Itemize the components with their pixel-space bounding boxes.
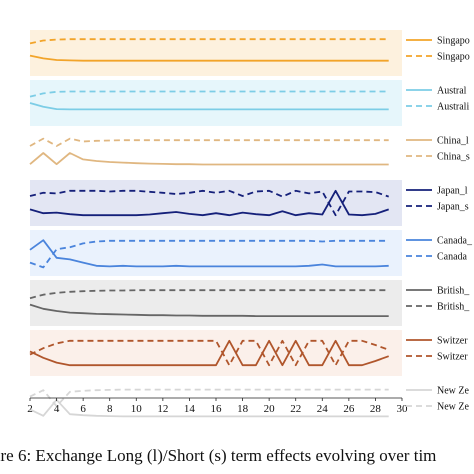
legend-label: Singapo — [437, 52, 470, 63]
legend-label: Singapo — [437, 36, 470, 47]
panel-background — [30, 380, 402, 426]
x-tick-label: 18 — [237, 403, 249, 415]
x-tick-label: 4 — [54, 403, 60, 415]
x-tick-label: 14 — [184, 403, 196, 415]
series-line — [29, 239, 389, 268]
series-line — [29, 54, 389, 62]
series-line — [29, 189, 389, 217]
series-line — [29, 137, 389, 147]
figure-caption: ure 6: Exchange Long (l)/Short (s) term … — [0, 446, 474, 472]
x-axis: 2 4 6 8 10 12 14 16 18 20 22 24 26 28 30 — [27, 397, 409, 415]
x-tick-label: 6 — [80, 403, 86, 415]
x-tick-label: 26 — [343, 403, 355, 415]
x-tick-label: 8 — [107, 403, 113, 415]
legend-label: Switzer — [437, 352, 468, 363]
x-tick-label: 12 — [157, 403, 168, 415]
legend: Singapo Singapo Austral Australi China_l Chin… — [406, 36, 473, 413]
series-line — [29, 38, 389, 45]
legend-label: Austral — [437, 86, 467, 97]
x-tick-label: 20 — [264, 403, 276, 415]
panel-background — [30, 280, 402, 326]
series-line — [29, 289, 389, 300]
series-line — [29, 339, 390, 367]
legend-label: Canada — [437, 252, 468, 263]
panel-background — [30, 330, 402, 376]
series-line — [29, 388, 389, 408]
series-line — [29, 90, 389, 98]
legend-label: Australi — [437, 102, 469, 113]
series-line — [29, 398, 389, 418]
series-line — [29, 303, 389, 318]
x-tick-label: 28 — [370, 403, 382, 415]
panel-background — [30, 180, 402, 226]
legend-label: Canada_ — [437, 236, 473, 247]
panel-background — [30, 130, 402, 176]
panel-background — [30, 80, 402, 126]
legend-label: British_ — [437, 302, 470, 313]
legend-label: Japan_l — [437, 186, 468, 197]
legend-label: Japan_s — [437, 202, 469, 213]
legend-label: New Ze — [437, 386, 469, 397]
legend-label: China_s — [437, 152, 470, 163]
x-tick-label: 2 — [27, 403, 33, 415]
x-tick-label: 10 — [131, 403, 143, 415]
legend-label: British_ — [437, 286, 470, 297]
x-tick-label: 22 — [290, 403, 301, 415]
x-tick-label: 24 — [317, 403, 329, 415]
series-line — [29, 152, 389, 166]
x-tick-label: 16 — [211, 403, 223, 415]
series-line — [29, 239, 389, 269]
figure-caption-text: ure 6: Exchange Long (l)/Short (s) term … — [0, 446, 437, 465]
panel-background — [30, 30, 402, 76]
legend-label: Switzer — [437, 336, 468, 347]
x-tick-label: 30 — [397, 403, 409, 415]
legend-label: New Ze — [437, 402, 469, 413]
legend-label: China_l — [437, 136, 469, 147]
panel-background — [30, 230, 402, 276]
series-line — [29, 102, 389, 111]
panel-layer — [29, 30, 402, 426]
